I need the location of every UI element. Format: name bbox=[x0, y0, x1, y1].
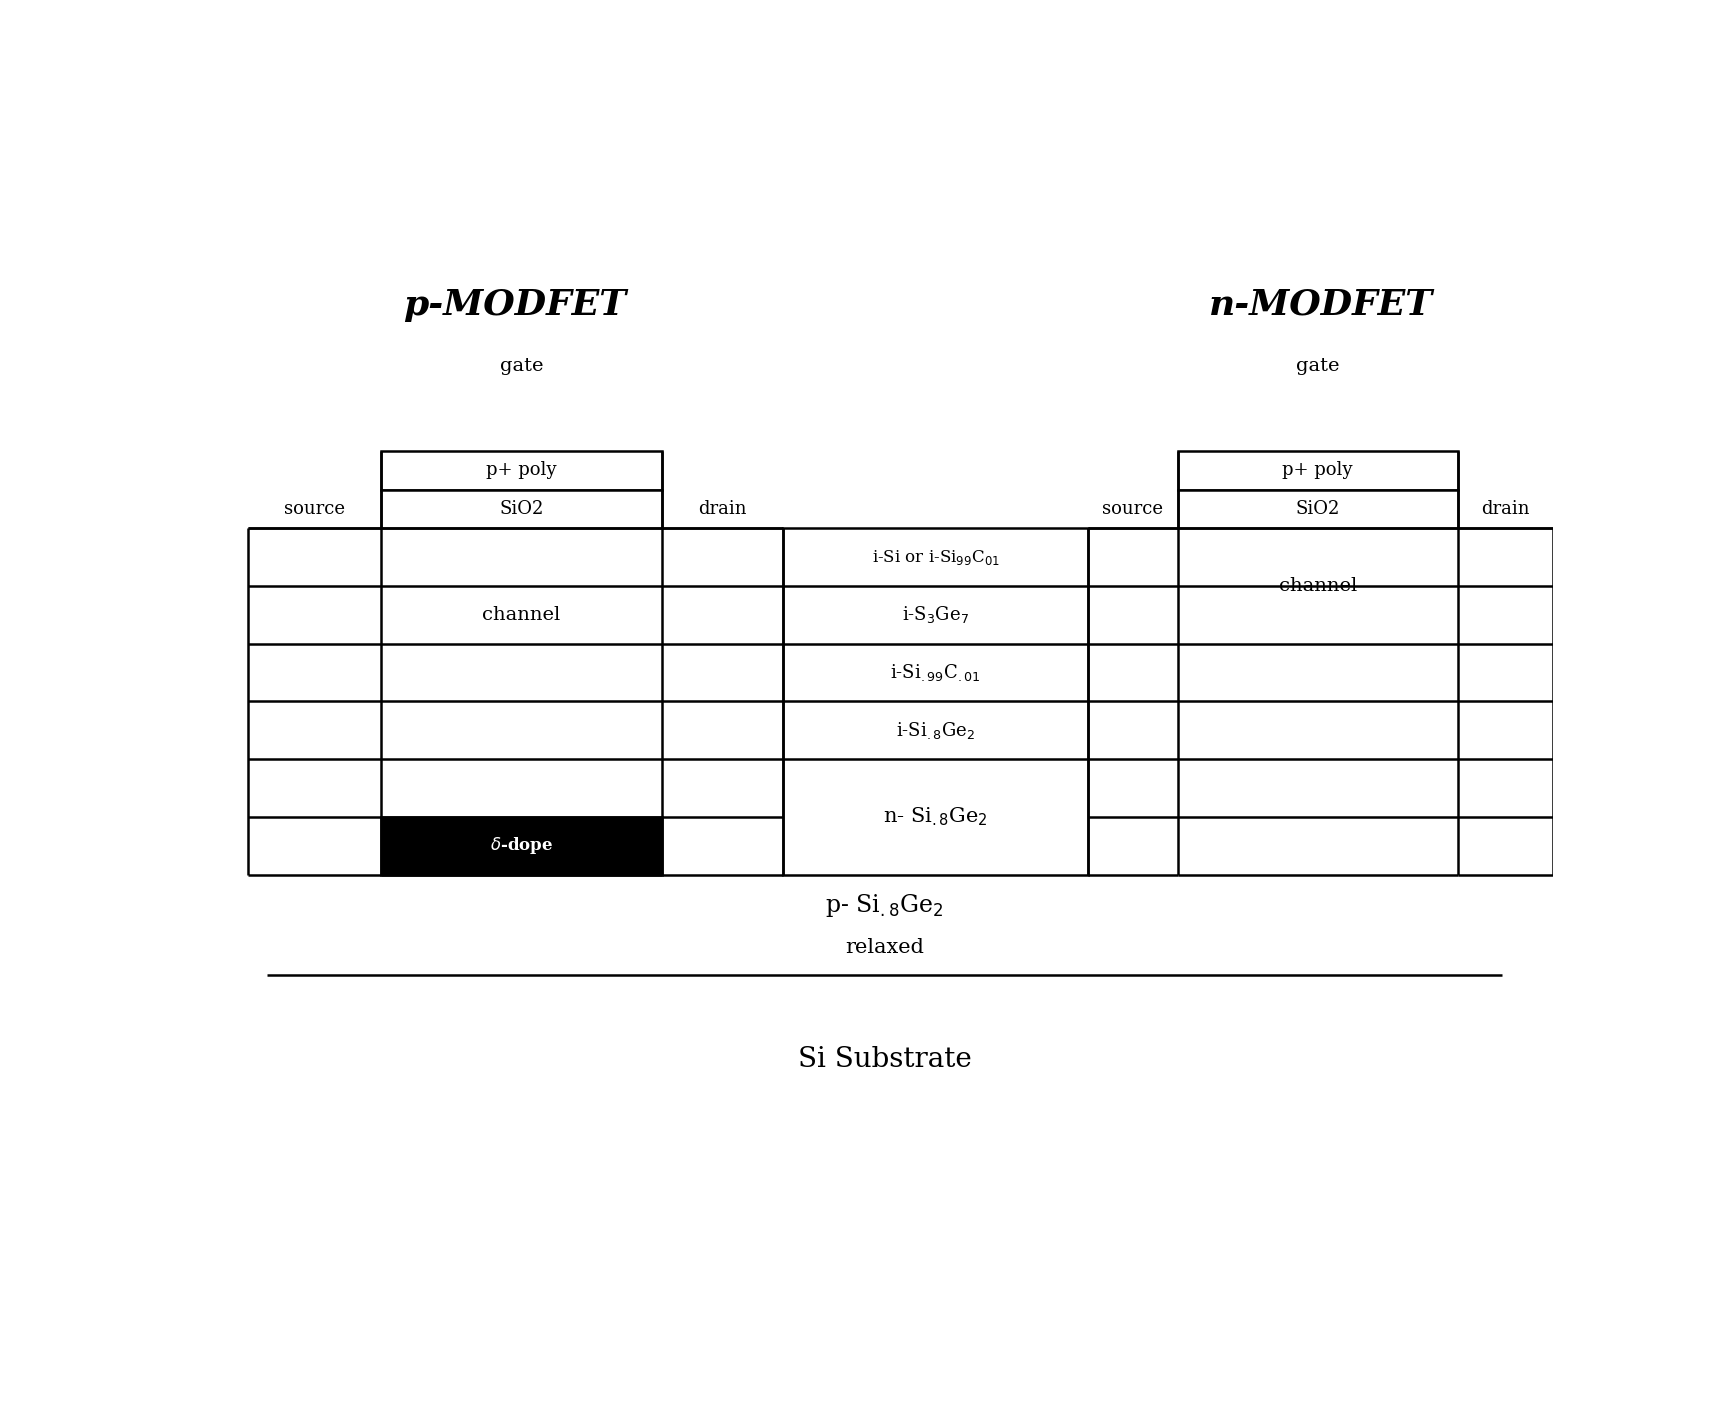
Text: i-Si or i-Si$_{99}$C$_{01}$: i-Si or i-Si$_{99}$C$_{01}$ bbox=[872, 548, 999, 567]
Bar bbox=[1177, 490, 1458, 528]
Text: i-Si$_{.8}$Ge$_2$: i-Si$_{.8}$Ge$_2$ bbox=[896, 719, 975, 740]
Text: p+ poly: p+ poly bbox=[487, 461, 557, 480]
Text: gate: gate bbox=[1296, 357, 1339, 376]
Text: n- Si$_{.8}$Ge$_2$: n- Si$_{.8}$Ge$_2$ bbox=[884, 806, 987, 829]
Text: i-Si$_{.99}$C$_{.01}$: i-Si$_{.99}$C$_{.01}$ bbox=[891, 662, 980, 684]
Text: i-S$_3$Ge$_7$: i-S$_3$Ge$_7$ bbox=[903, 604, 968, 625]
Text: gate: gate bbox=[501, 357, 544, 376]
Text: p- Si$_{.8}$Ge$_2$: p- Si$_{.8}$Ge$_2$ bbox=[825, 891, 944, 918]
Bar bbox=[782, 528, 1089, 874]
Text: p-MODFET: p-MODFET bbox=[404, 288, 627, 322]
Text: source: source bbox=[1103, 500, 1163, 518]
Text: drain: drain bbox=[1481, 500, 1529, 518]
Text: drain: drain bbox=[697, 500, 746, 518]
Text: relaxed: relaxed bbox=[846, 938, 923, 957]
Text: p+ poly: p+ poly bbox=[1282, 461, 1353, 480]
Text: n-MODFET: n-MODFET bbox=[1208, 288, 1433, 322]
Bar bbox=[1177, 451, 1458, 490]
Bar bbox=[381, 451, 661, 490]
Bar bbox=[381, 817, 661, 874]
Text: Si Substrate: Si Substrate bbox=[797, 1047, 972, 1072]
Text: channel: channel bbox=[482, 605, 561, 624]
Text: SiO2: SiO2 bbox=[1296, 500, 1339, 518]
Text: channel: channel bbox=[1279, 577, 1357, 595]
Text: $\delta$-dope: $\delta$-dope bbox=[490, 836, 552, 856]
Text: source: source bbox=[285, 500, 345, 518]
Bar bbox=[381, 490, 661, 528]
Text: SiO2: SiO2 bbox=[499, 500, 544, 518]
